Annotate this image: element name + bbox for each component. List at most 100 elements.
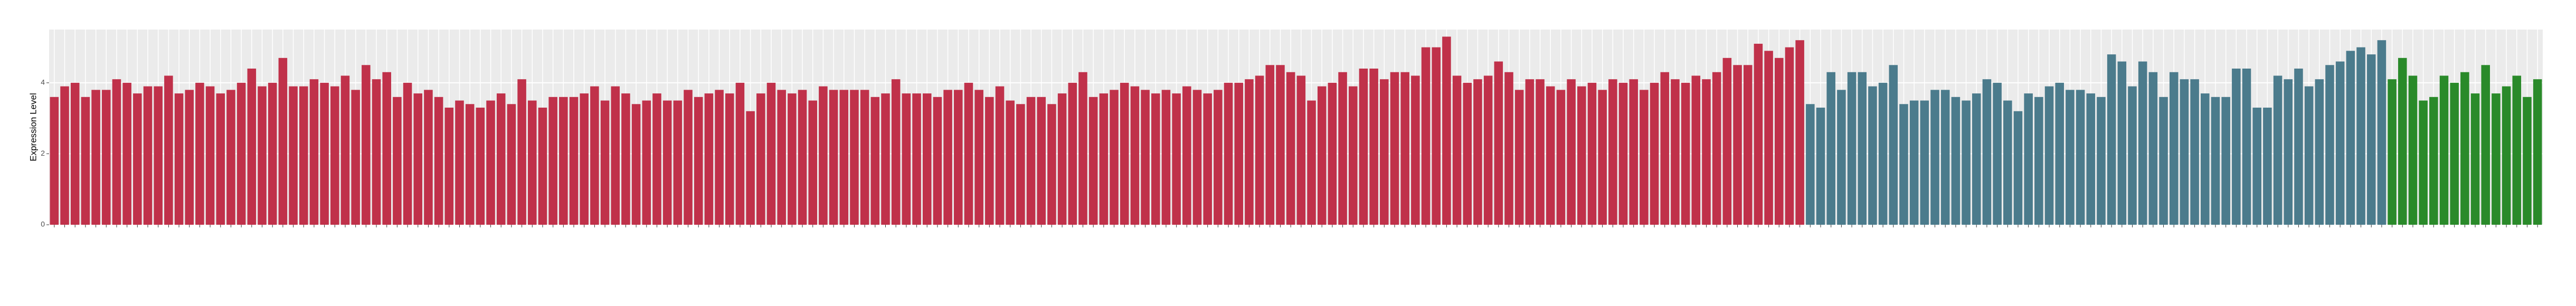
bar	[600, 100, 610, 225]
bar	[1047, 104, 1056, 225]
bar	[309, 79, 319, 225]
bar	[2169, 72, 2179, 225]
bar	[1587, 82, 1597, 225]
bar	[2533, 79, 2542, 225]
bar	[839, 90, 849, 225]
bar	[1930, 90, 1939, 225]
bar	[2315, 79, 2324, 225]
bar	[1608, 79, 1617, 225]
bar	[174, 93, 184, 225]
bar	[1889, 65, 1898, 225]
bar	[1296, 75, 1306, 225]
bar	[1878, 82, 1888, 225]
bar	[2366, 54, 2376, 225]
bar	[2190, 79, 2199, 225]
bar	[2242, 69, 2251, 225]
bar	[756, 93, 765, 225]
bar	[798, 90, 807, 225]
bar	[2304, 86, 2314, 225]
bar	[1110, 90, 1119, 225]
bar	[2398, 58, 2407, 225]
bar	[2086, 93, 2096, 225]
bar	[1400, 72, 1409, 225]
bar	[1151, 93, 1160, 225]
bar	[1920, 100, 1929, 225]
bar	[1837, 90, 1846, 225]
bar	[393, 97, 402, 225]
bar	[2159, 97, 2168, 225]
bar	[1442, 36, 1451, 225]
bar	[2221, 97, 2230, 225]
bar	[226, 90, 235, 225]
bar	[2429, 97, 2438, 225]
bar	[2076, 90, 2085, 225]
bar	[50, 97, 59, 225]
bar	[60, 86, 69, 225]
bar	[1411, 75, 1420, 225]
bar	[985, 97, 994, 225]
bar	[1816, 108, 1825, 225]
bar	[881, 93, 890, 225]
bar	[299, 86, 308, 225]
bar	[1940, 90, 1950, 225]
bar	[2450, 82, 2459, 225]
bar	[2107, 54, 2116, 225]
bar	[621, 93, 630, 225]
bar	[1463, 82, 1472, 225]
bar	[2252, 108, 2261, 225]
bar	[1432, 47, 1441, 225]
bar	[2138, 61, 2147, 225]
bar	[1494, 61, 1503, 225]
bar	[2356, 47, 2365, 225]
bar	[1338, 72, 1347, 225]
bar	[1858, 72, 1867, 225]
bar	[1307, 100, 1316, 225]
bar	[403, 82, 412, 225]
bar	[1640, 90, 1649, 225]
bar	[746, 111, 755, 225]
bar	[1348, 86, 1358, 225]
bar	[912, 93, 921, 225]
bar	[507, 104, 516, 225]
y-axis-label: Expression Level	[28, 93, 38, 161]
bar	[1161, 90, 1171, 225]
bar	[642, 100, 651, 225]
bar	[434, 97, 443, 225]
bar	[1826, 72, 1835, 225]
bar	[1234, 82, 1244, 225]
bar	[320, 82, 329, 225]
plot-panel	[49, 30, 2543, 225]
bar	[1764, 51, 1773, 225]
bar	[1078, 72, 1087, 225]
bar	[1026, 97, 1036, 225]
bar	[2284, 79, 2293, 225]
bar	[2232, 69, 2241, 225]
bar	[1514, 90, 1524, 225]
bar	[662, 100, 672, 225]
bar	[486, 100, 495, 225]
bar	[902, 93, 911, 225]
bar	[559, 97, 568, 225]
bar	[2419, 100, 2428, 225]
bar	[1681, 82, 1690, 225]
bar	[413, 93, 423, 225]
y-tick-label: 2	[41, 149, 45, 157]
bar	[1660, 72, 1670, 225]
bar	[1899, 104, 1908, 225]
bar	[2263, 108, 2272, 225]
bar	[694, 97, 703, 225]
bar	[850, 90, 859, 225]
bar	[652, 93, 661, 225]
bar	[1276, 65, 1285, 225]
bar	[808, 100, 817, 225]
bar	[382, 72, 391, 225]
bar	[2335, 61, 2345, 225]
bar	[1286, 72, 1295, 225]
bar	[1556, 90, 1566, 225]
bar	[1712, 72, 1721, 225]
bar	[2481, 65, 2490, 225]
bar	[1702, 79, 1711, 225]
bar	[1057, 93, 1067, 225]
bar	[465, 104, 475, 225]
bar	[1868, 86, 1877, 225]
